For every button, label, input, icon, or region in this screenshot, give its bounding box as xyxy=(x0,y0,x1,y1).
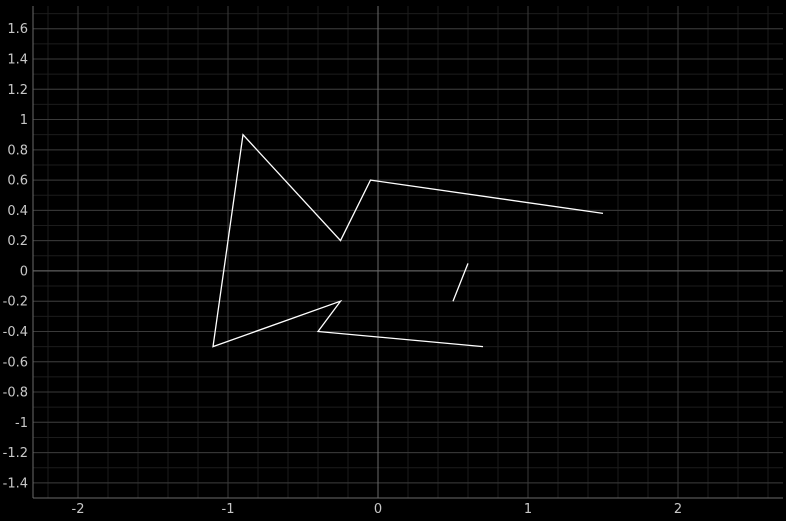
y-tick-label: 1 xyxy=(20,113,28,128)
y-tick-label: 0.2 xyxy=(7,234,28,249)
series-line-1 xyxy=(212,133,604,348)
x-tick-label: -2 xyxy=(72,502,85,517)
y-tick-label: -0.2 xyxy=(3,295,28,310)
y-tick-label: -1 xyxy=(15,416,28,431)
y-tick-labels: 1.6 1.4 1.2 1 0.8 0.6 0.4 0.2 0 -0.2 -0.4 -0.6 -0.8 -… xyxy=(3,22,28,491)
series-line-2 xyxy=(452,263,469,302)
y-tick-label: -0.8 xyxy=(3,386,28,401)
y-tick-label: 0 xyxy=(20,264,28,279)
x-tick-label: -1 xyxy=(222,502,235,517)
y-tick-label: 1.4 xyxy=(7,52,28,67)
y-tick-label: -0.4 xyxy=(3,325,28,340)
y-tick-label: -1.4 xyxy=(3,476,28,491)
y-tick-label: -1.2 xyxy=(3,446,28,461)
y-tick-label: 1.2 xyxy=(7,83,28,98)
x-tick-labels: -2 -1 0 1 2 xyxy=(72,502,683,517)
data-series xyxy=(212,133,604,348)
axes xyxy=(32,6,783,499)
y-tick-label: 0.4 xyxy=(7,204,28,219)
y-tick-label: 0.6 xyxy=(7,174,28,189)
y-tick-label: 1.6 xyxy=(7,22,28,37)
x-tick-label: 0 xyxy=(374,502,382,517)
y-tick-label: -0.6 xyxy=(3,355,28,370)
x-tick-label: 2 xyxy=(674,502,682,517)
y-tick-label: 0.8 xyxy=(7,143,28,158)
x-tick-label: 1 xyxy=(524,502,532,517)
